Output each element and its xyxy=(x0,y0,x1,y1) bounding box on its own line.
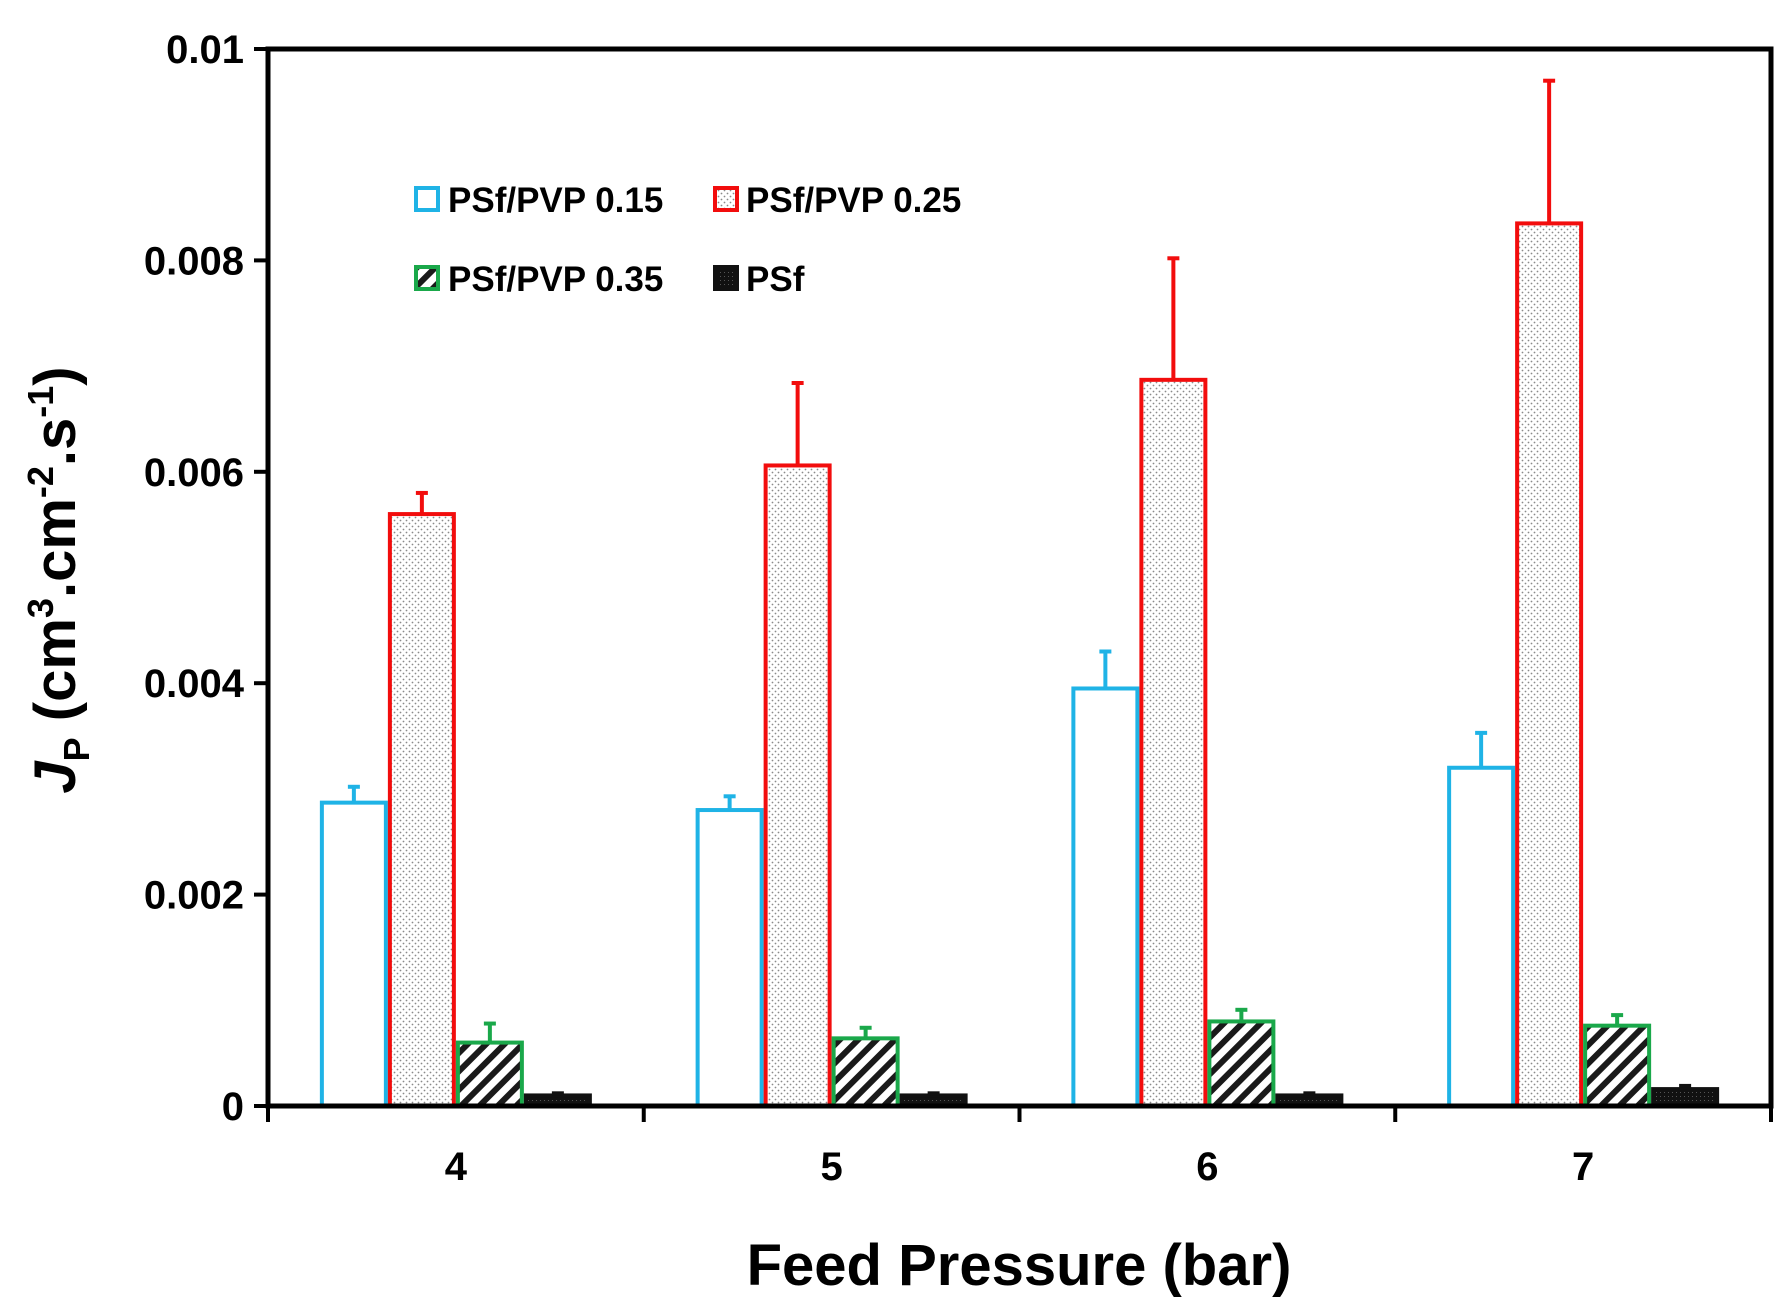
legend-label-psf-pvp-015: PSf/PVP 0.15 xyxy=(448,181,663,220)
y-axis-units-sup1: 3 xyxy=(20,598,61,618)
legend-item-psf: PSf xyxy=(713,260,805,299)
y-tick-label: 0.006 xyxy=(144,451,244,495)
x-tick-label: 5 xyxy=(821,1145,843,1189)
legend-swatch-psf-pvp-015 xyxy=(414,186,440,212)
bar-psf xyxy=(1651,1087,1720,1109)
legend-label-psf-pvp-035: PSf/PVP 0.35 xyxy=(448,260,663,299)
x-axis-ticks: 4 5 6 7 xyxy=(266,1106,1773,1189)
bar-psf-pvp-0-25 xyxy=(763,463,832,1108)
legend-swatch-psf-pvp-025 xyxy=(713,186,739,212)
x-axis-title: Feed Pressure (bar) xyxy=(747,1233,1292,1298)
legend-swatch-psf xyxy=(713,265,739,291)
y-axis-title: JP (cm3.cm-2.s-1) xyxy=(20,366,97,793)
y-axis-units-sup2: -2 xyxy=(20,466,61,498)
bar-psf-pvp-0-15 xyxy=(1071,686,1140,1108)
bar-psf-pvp-0-25 xyxy=(387,512,456,1108)
legend-swatch-psf-pvp-035 xyxy=(414,265,440,291)
y-tick-label: 0.002 xyxy=(144,874,244,918)
bar-psf-pvp-0-15 xyxy=(695,808,764,1108)
bar-psf-pvp-0-15 xyxy=(1447,765,1516,1108)
y-axis-symbol-sub: P xyxy=(56,737,97,761)
bar-psf-pvp-0-15 xyxy=(319,800,388,1108)
bar-psf-pvp-0-25 xyxy=(1515,221,1584,1108)
y-axis-symbol: J xyxy=(23,760,88,794)
y-axis-ticks: 0 0.002 0.004 0.006 0.008 0.01 xyxy=(144,28,268,1129)
legend-item-psf-pvp-035: PSf/PVP 0.35 xyxy=(414,260,663,299)
bar-psf-pvp-0-35 xyxy=(831,1036,900,1109)
y-tick-label: 0.008 xyxy=(144,239,244,283)
bar-psf-pvp-0-25 xyxy=(1139,377,1208,1108)
legend-label-psf-pvp-025: PSf/PVP 0.25 xyxy=(746,181,961,220)
y-axis-units-mid2: .s xyxy=(23,418,88,466)
legend-item-psf-pvp-015: PSf/PVP 0.15 xyxy=(414,181,663,220)
bar-psf-pvp-0-35 xyxy=(455,1040,524,1108)
y-tick-label: 0 xyxy=(222,1085,244,1129)
bars-layer xyxy=(319,221,1720,1109)
legend-item-psf-pvp-025: PSf/PVP 0.25 xyxy=(713,181,961,220)
legend-label-psf: PSf xyxy=(746,260,805,299)
legend: PSf/PVP 0.15 PSf/PVP 0.25 PSf/PVP 0.35 P… xyxy=(414,181,961,299)
y-tick-label: 0.004 xyxy=(144,662,245,706)
y-axis-units-sup3: -1 xyxy=(20,386,61,418)
y-tick-label: 0.01 xyxy=(166,28,244,72)
x-tick-label: 6 xyxy=(1196,1145,1218,1189)
y-axis-units-open: (cm xyxy=(23,618,88,721)
bar-psf-pvp-0-35 xyxy=(1207,1019,1276,1108)
x-tick-label: 7 xyxy=(1572,1145,1594,1189)
y-axis-units-close: ) xyxy=(23,366,88,385)
x-tick-label: 4 xyxy=(445,1145,468,1189)
bar-psf-pvp-0-35 xyxy=(1583,1023,1652,1108)
y-axis-units-mid1: .cm xyxy=(23,498,88,598)
error-bars-layer xyxy=(347,78,1692,1096)
